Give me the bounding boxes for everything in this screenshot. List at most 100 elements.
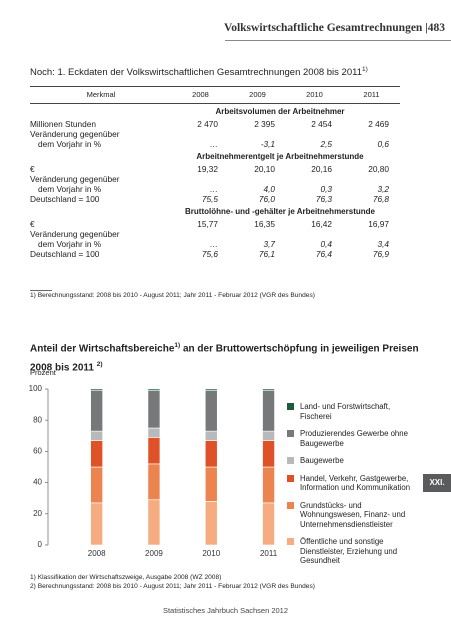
header-rule — [225, 40, 451, 41]
row-label: Veränderung gegenüber dem Vorjahr in % — [30, 129, 172, 149]
cell-value: 20,80 — [368, 164, 389, 174]
column-header: Merkmal — [30, 86, 172, 104]
bar-segment — [147, 427, 161, 438]
bar-segment — [147, 499, 161, 546]
label-line: € — [30, 219, 35, 229]
section-heading: Arbeitsvolumen der Arbeitnehmer — [215, 106, 345, 116]
bar-segment — [262, 466, 275, 504]
legend-item: Handel, Verkehr, Gastgewerbe, Informatio… — [287, 474, 421, 493]
legend-swatch — [287, 430, 294, 437]
cell-value: 76,4 — [315, 249, 332, 259]
legend-item: Land- und Forstwirtschaft, Fischerei — [287, 402, 421, 421]
bar-segment — [90, 440, 103, 468]
cell-value: 76,0 — [258, 194, 275, 204]
cell-value: 3,7 — [263, 239, 275, 249]
section-row: Bruttolöhne- und -gehälter je Arbeitnehm… — [30, 204, 400, 219]
row-label: Veränderung gegenüber dem Vorjahr in % — [30, 174, 172, 194]
bar-segment — [262, 502, 275, 546]
column-header: 2009 — [229, 86, 286, 104]
footnote-rule — [30, 290, 52, 291]
footnote-ref: 1) — [362, 66, 368, 73]
bar-segment — [262, 390, 275, 432]
bar-segment — [204, 390, 218, 432]
footnote-ref: 2) — [96, 361, 103, 369]
cell-value: 19,32 — [197, 164, 218, 174]
section-row: Arbeitnehmerentgelt je Arbeitnehmerstund… — [30, 149, 400, 164]
label-line: Millionen Stunden — [30, 119, 96, 129]
y-tick-label: 40 — [33, 478, 42, 487]
legend-label: Produzierendes Gewerbe ohne Baugewerbe — [300, 429, 408, 448]
title-text: Noch: 1. Eckdaten der Volkswirtschaftlic… — [30, 67, 362, 79]
chart-footnotes: 1) Klassifikation der Wirtschaftszweige,… — [30, 574, 315, 591]
bar-segment — [90, 502, 103, 546]
label-line: Deutschland = 100 — [30, 194, 100, 204]
cell-value: 76,9 — [372, 249, 389, 259]
y-tick-label: 60 — [33, 447, 42, 456]
cell-value: -3,1 — [260, 139, 275, 149]
bar-segment — [204, 430, 218, 441]
legend-label: Baugewerbe — [300, 456, 344, 465]
legend-label: Öffentliche und sonstige Dienstleister, … — [300, 537, 398, 565]
legend-item: Grundstücks- und Wohnungswesen, Finanz- … — [287, 501, 421, 530]
cell-value: 2 470 — [197, 119, 218, 129]
legend: Land- und Forstwirtschaft, Fischerei Prod… — [287, 402, 421, 574]
cell-value: 76,1 — [258, 249, 275, 259]
cell-value: 0,4 — [320, 239, 332, 249]
legend-swatch — [287, 474, 294, 482]
x-tick-label: 2010 — [202, 549, 220, 558]
footnote: 1) Klassifikation der Wirtschaftszweige,… — [30, 574, 222, 581]
row-label: Millionen Stunden — [30, 119, 172, 129]
table-footnote: 1) Berechnungsstand: 2008 bis 2010 - Aug… — [30, 292, 315, 299]
cell-value: 0,3 — [320, 184, 332, 194]
cell-value: 75,6 — [201, 249, 218, 259]
label-line: Deutschland = 100 — [30, 249, 100, 259]
header-row: Merkmal 2008 2009 2010 2011 — [30, 86, 400, 104]
title-text: an der Bruttowertschöpfung in jeweiligen… — [180, 343, 419, 355]
bar-segment — [90, 430, 103, 441]
table-row: Deutschland = 100 75,6 76,1 76,4 76,9 — [30, 249, 400, 259]
cell-value: 4,0 — [263, 184, 275, 194]
title-text: Anteil der Wirtschaftsbereiche — [30, 343, 175, 355]
label-line: Veränderung gegenüber — [30, 129, 120, 139]
cell-value: 2 454 — [311, 119, 332, 129]
bar-segment — [147, 463, 161, 501]
legend-label: Land- und Forstwirtschaft, Fischerei — [300, 402, 391, 421]
row-label: Veränderung gegenüber dem Vorjahr in % — [30, 229, 172, 249]
table-row: Millionen Stunden 2 470 2 395 2 454 2 469 — [30, 119, 400, 129]
legend-item: Baugewerbe — [287, 456, 421, 466]
legend-swatch — [287, 538, 294, 545]
cell-value: 75,5 — [201, 194, 218, 204]
label-line: dem Vorjahr in % — [38, 184, 102, 194]
label-line: dem Vorjahr in % — [38, 239, 102, 249]
bar-segment — [204, 466, 218, 502]
table-row: Veränderung gegenüber dem Vorjahr in % … -3… — [30, 129, 400, 149]
x-tick-label: 2009 — [145, 549, 163, 558]
cell-value: 2 395 — [254, 119, 275, 129]
legend-swatch — [287, 403, 294, 410]
cell-value: 0,6 — [377, 139, 389, 149]
bar-segment — [147, 390, 161, 429]
legend-item: Produzierendes Gewerbe ohne Baugewerbe — [287, 429, 421, 448]
legend-item: Öffentliche und sonstige Dienstleister, … — [287, 537, 421, 566]
x-tick-label: 2011 — [260, 549, 278, 558]
bar-segment — [147, 437, 161, 465]
legend-swatch — [287, 457, 294, 464]
bar-segment — [204, 501, 218, 546]
y-tick-label: 80 — [33, 415, 42, 424]
table-row: Veränderung gegenüber dem Vorjahr in % … 4,… — [30, 174, 400, 194]
table-title: Noch: 1. Eckdaten der Volkswirtschaftlic… — [30, 66, 368, 78]
label-line: dem Vorjahr in % — [38, 139, 102, 149]
x-tick-label: 2008 — [88, 549, 106, 558]
subtitle: 2008 bis 2011 — [30, 362, 94, 374]
chart-title: Anteil der Wirtschaftsbereiche1) an der … — [30, 338, 419, 377]
bar-segment — [90, 388, 103, 391]
legend-label: Grundstücks- und Wohnungswesen, Finanz- … — [300, 500, 406, 529]
section-heading: Arbeitnehmerentgelt je Arbeitnehmerstund… — [196, 151, 364, 161]
table-row: Deutschland = 100 75,5 76,0 76,3 76,8 — [30, 194, 400, 204]
cell-value: … — [209, 239, 218, 249]
section-heading: Bruttolöhne- und -gehälter je Arbeitnehm… — [185, 206, 375, 216]
bar-segment — [262, 430, 275, 441]
cell-value: … — [209, 184, 218, 194]
bar-segment — [147, 388, 161, 391]
